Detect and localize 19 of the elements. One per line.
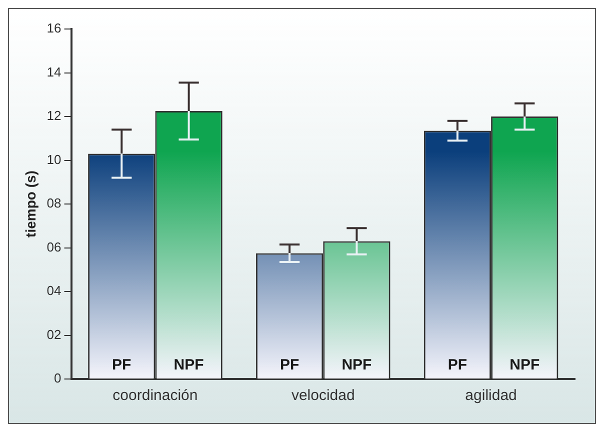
y-tick-label: 14	[46, 64, 62, 80]
series-label: NPF	[174, 356, 204, 374]
y-tick-label: 16	[46, 20, 62, 36]
text: PF	[448, 356, 468, 374]
y-tick-label: 02	[46, 326, 62, 342]
x-tick-label: velocidad	[291, 387, 355, 404]
y-tick-label: 12	[46, 108, 62, 124]
text: NPF	[342, 356, 372, 374]
text: PF	[280, 356, 300, 374]
series-label: PF	[112, 356, 132, 374]
x-tick-label: agilidad	[465, 387, 517, 404]
y-tick-label: 10	[46, 152, 62, 167]
x-tick-label: coordinación	[112, 387, 198, 404]
y-tick-label: 04	[46, 283, 62, 298]
y-axis-title: tiempo (s)	[22, 170, 38, 238]
y-tick-label: 08	[46, 196, 62, 211]
text: NPF	[510, 356, 540, 374]
y-tick-label: 06	[46, 239, 62, 254]
y-tick-label: 0	[54, 370, 62, 386]
